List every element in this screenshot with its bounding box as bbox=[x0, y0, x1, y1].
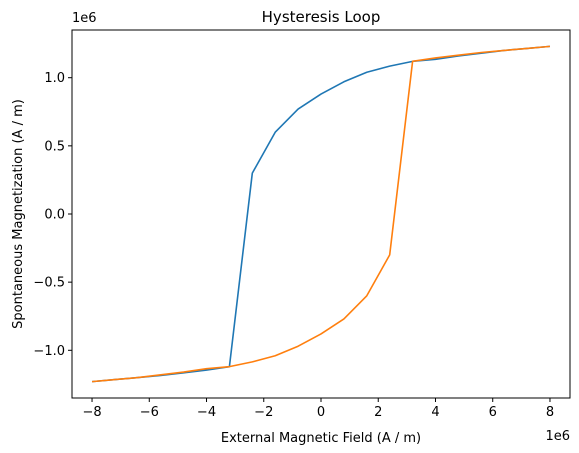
x-tick-label: −2 bbox=[254, 405, 273, 420]
series-line-2 bbox=[91, 45, 551, 383]
x-tick-label: 2 bbox=[374, 405, 382, 420]
x-axis-ticks: −8 −6 −4 −2 0 2 4 6 8 bbox=[82, 398, 554, 420]
y-axis-offset-label: 1e6 bbox=[72, 11, 97, 26]
x-axis-offset-label: 1e6 bbox=[545, 429, 570, 444]
y-tick-label: −1.0 bbox=[33, 344, 65, 359]
x-tick-label: 4 bbox=[431, 405, 439, 420]
x-tick-label: 8 bbox=[546, 405, 554, 420]
x-tick-label: −8 bbox=[82, 405, 101, 420]
x-tick-label: 6 bbox=[489, 405, 497, 420]
series-layer bbox=[91, 45, 551, 383]
y-axis-ticks: −1.0 −0.5 0.0 0.5 1.0 bbox=[33, 71, 72, 359]
y-tick-label: 0.0 bbox=[44, 208, 65, 223]
y-tick-label: 1.0 bbox=[44, 71, 65, 86]
x-axis-label: External Magnetic Field (A / m) bbox=[221, 431, 421, 446]
x-tick-label: −4 bbox=[197, 405, 216, 420]
x-tick-label: 0 bbox=[317, 405, 325, 420]
y-axis-label: Spontaneous Magnetization (A / m) bbox=[11, 99, 26, 329]
plot-frame bbox=[71, 29, 571, 399]
y-tick-label: −0.5 bbox=[33, 276, 65, 291]
y-tick-label: 0.5 bbox=[44, 139, 65, 154]
chart-title: Hysteresis Loop bbox=[262, 8, 381, 26]
x-tick-label: −6 bbox=[140, 405, 159, 420]
